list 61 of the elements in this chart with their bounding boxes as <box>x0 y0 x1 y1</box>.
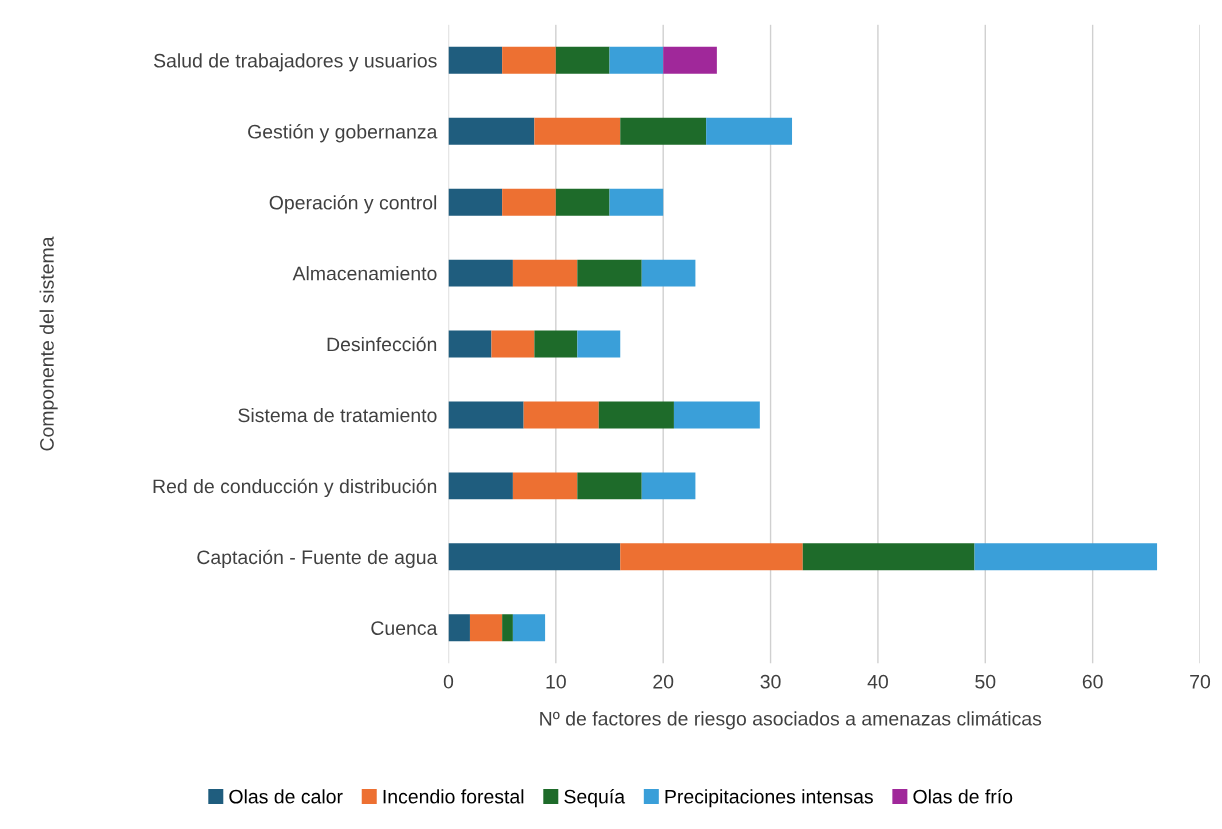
bar <box>802 543 975 571</box>
x-tick-label: 40 <box>867 674 888 689</box>
bar <box>577 330 621 358</box>
bar <box>974 543 1158 571</box>
bar <box>706 117 793 145</box>
y-tick-label: Sistema de tratamiento <box>238 407 437 423</box>
y-tick-label: Operación y control <box>269 195 437 214</box>
bar <box>448 188 503 216</box>
bar <box>641 259 696 287</box>
bar <box>502 46 556 74</box>
x-tick-label: 20 <box>653 674 674 689</box>
x-tick-label: 0 <box>443 674 454 689</box>
y-tick-label: Desinfección <box>327 336 437 352</box>
bar <box>512 259 578 287</box>
x-axis-title: Nº de factores de riesgo asociados a amenazas climáticas <box>540 711 1042 730</box>
bar <box>512 614 546 642</box>
bar <box>512 472 578 500</box>
bar <box>555 46 610 74</box>
bar <box>448 46 503 74</box>
y-tick-label: Captación - Fuente de agua <box>197 549 438 569</box>
bar <box>523 401 599 429</box>
y-axis-title: Componente del sistema <box>39 236 58 451</box>
x-tick-label: 70 <box>1190 674 1211 689</box>
bar <box>448 614 470 642</box>
bar <box>491 330 535 358</box>
bar <box>673 401 760 429</box>
bar <box>577 259 642 287</box>
legend-label: Precipitaciones intensas <box>665 789 873 808</box>
bar <box>448 543 621 571</box>
y-tick-label: Salud de trabajadores y usuarios <box>153 53 437 72</box>
x-tick-label: 60 <box>1082 674 1103 689</box>
bar <box>641 472 696 500</box>
legend-label: Incendio forestal <box>383 789 524 804</box>
legend-label: Olas de frío <box>913 789 1013 804</box>
bar <box>534 117 621 145</box>
legend-label: Sequía <box>564 789 626 808</box>
bar <box>448 117 535 145</box>
bar <box>469 614 503 642</box>
legend-label: Olas de calor <box>229 789 343 804</box>
bar <box>448 401 524 429</box>
x-tick-label: 50 <box>975 674 996 689</box>
y-tick-label: Cuenca <box>371 621 438 635</box>
bar <box>448 472 513 500</box>
x-tick-label: 30 <box>760 674 781 689</box>
bar <box>448 259 513 287</box>
y-tick-label: Gestión y gobernanza <box>248 124 438 143</box>
y-tick-label: Almacenamiento <box>292 266 437 281</box>
bar <box>620 117 707 145</box>
bar <box>598 401 674 429</box>
x-tick-label: 10 <box>546 674 566 689</box>
bar <box>502 188 556 216</box>
bar <box>609 188 664 216</box>
bar <box>448 330 492 358</box>
bar <box>555 188 610 216</box>
bar <box>609 46 664 74</box>
y-tick-label: Red de conducción y distribución <box>153 478 437 498</box>
bar <box>502 614 513 642</box>
bar <box>663 46 717 74</box>
bar <box>577 472 642 500</box>
bar <box>534 330 578 358</box>
bar <box>620 543 803 571</box>
